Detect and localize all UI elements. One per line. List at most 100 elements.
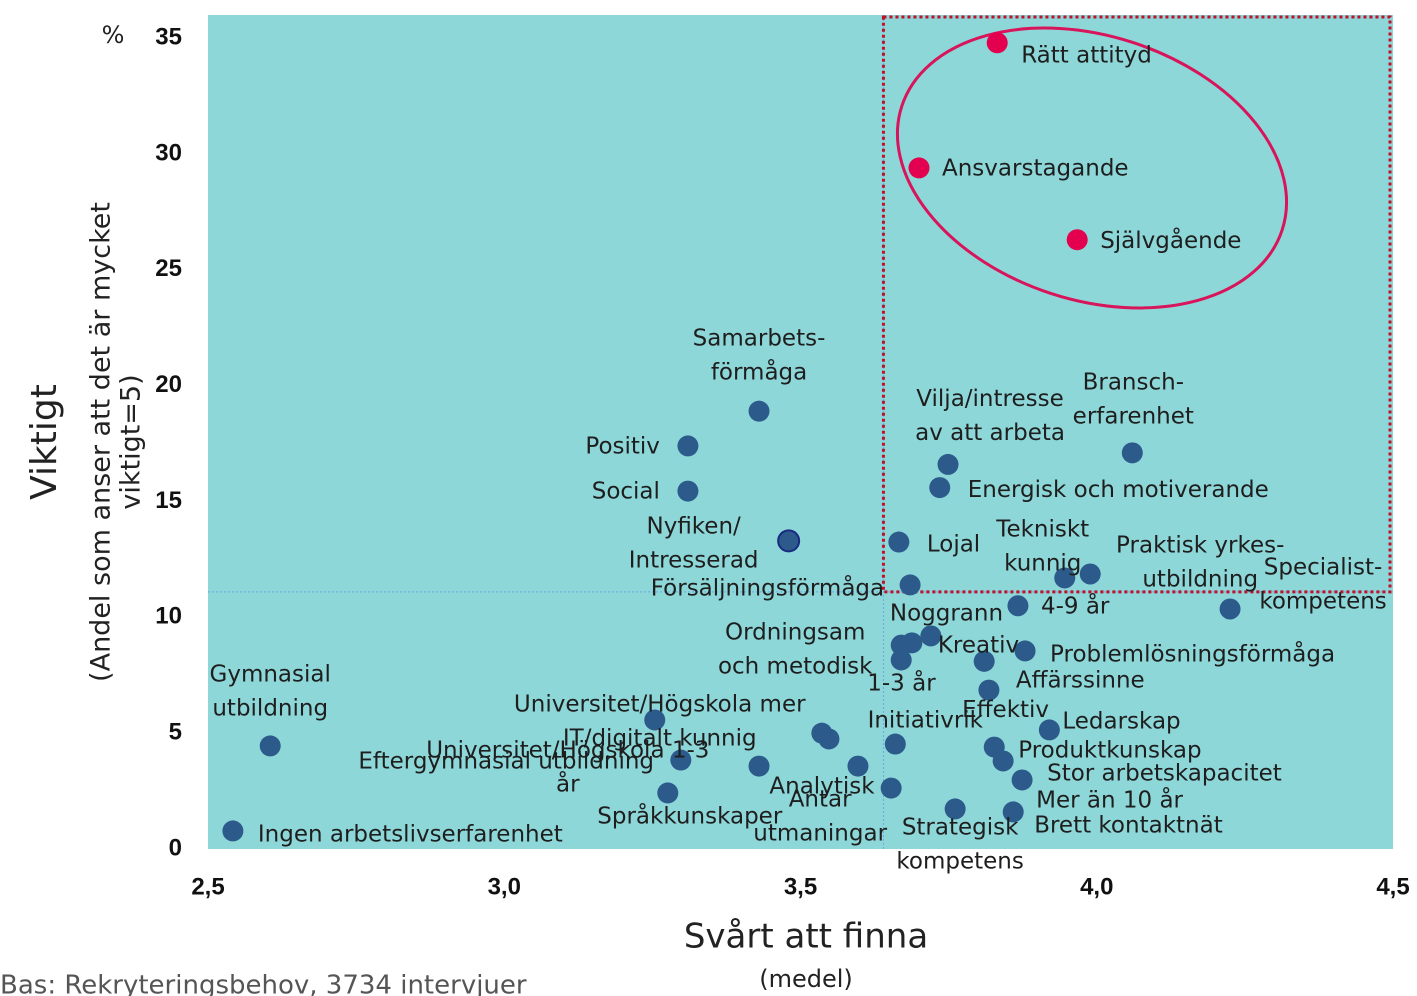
point-label: kompetens [896,848,1023,874]
data-point [657,782,679,804]
point-label: Språkkunskaper [597,801,783,829]
point-label: Social [592,479,660,505]
point-label: Ingen arbetslivserfarenhet [258,821,563,847]
y-tick-label: 25 [155,255,182,282]
point-label: Effektiv [962,697,1049,723]
point-label: Stor arbetskapacitet [1047,760,1282,786]
data-point [986,32,1008,54]
data-point [677,480,699,502]
data-point [1002,801,1024,823]
data-point [847,755,869,777]
y-subtitle: (Andel som anser att det är mycket [86,202,117,682]
point-label: 1-3 år [867,668,936,696]
data-point [908,157,930,179]
point-label: Gymnasial [210,661,331,687]
point-label: Lojal [927,532,980,558]
data-point [920,625,942,647]
point-label: Vilja/intresse [916,386,1063,412]
point-label: av att arbeta [915,420,1065,446]
point-label: Antar [789,787,852,813]
point-label: Ansvarstagande [942,155,1129,181]
x-subtitle: (medel) [759,965,853,993]
y-unit: % [102,21,125,49]
x-tick-label: 2,5 [191,873,224,900]
point-label: Kreativ [938,632,1019,658]
data-point [748,755,770,777]
y-tick-label: 15 [155,487,182,514]
point-label: Positiv [585,433,660,459]
point-label: kunnig [1004,550,1081,576]
data-point [973,650,995,672]
point-label: Samarbets- [693,326,826,352]
point-label: Mer än 10 år [1036,785,1183,813]
plot-area [208,15,1393,849]
point-label: Initiativrik [868,708,984,734]
data-point [777,529,801,553]
point-label: Praktisk yrkes- [1116,533,1284,559]
data-point [677,435,699,457]
point-label: Problemlösningsförmåga [1050,639,1335,667]
data-point [1066,229,1088,251]
x-tick-label: 3,0 [488,873,521,900]
y-tick-label: 10 [155,603,182,630]
point-label: och metodisk [718,654,873,680]
x-title: Svårt att finna [684,917,928,957]
point-label: Noggrann [890,600,1003,626]
point-label: Ordningsam [725,620,865,646]
x-tick-label: 3,5 [784,873,817,900]
data-point [884,733,906,755]
data-point [748,400,770,422]
point-label: Eftergymnasial utbildning [358,749,654,775]
point-label: utbildning [1142,567,1258,593]
highlight-ellipse [895,26,1289,310]
data-point [899,574,921,596]
point-label: Specialist- [1264,554,1383,580]
point-label: 4-9 år [1041,591,1110,619]
data-point [888,531,910,553]
highlight-box [881,15,1392,594]
point-label: kompetens [1259,588,1386,614]
point-label: Rätt attityd [1021,42,1152,68]
point-label: utbildning [212,695,328,721]
data-point [1011,769,1033,791]
data-point [1054,567,1076,589]
point-label: Nyfiken/ [647,513,742,539]
x-tick-label: 4,0 [1080,873,1113,900]
point-label: Bransch- [1083,369,1184,395]
data-point [1219,598,1241,620]
data-point [1121,442,1143,464]
data-point [670,749,692,771]
point-label: Universitet/Högskola mer [514,691,806,717]
point-label: Energisk och motiverande [968,477,1269,503]
point-label: Ledarskap [1062,708,1180,734]
point-label: Brett kontaktnät [1034,812,1223,838]
data-point [1007,595,1029,617]
data-point [992,750,1014,772]
point-label: förmåga [711,358,807,386]
data-point [1014,640,1036,662]
point-label: år [556,770,580,798]
data-point [937,453,959,475]
point-label: Strategisk [902,814,1019,840]
y-tick-label: 20 [155,371,182,398]
y-title: Viktigt [24,384,65,500]
point-label: Universitet/Högskola 1-3 [426,738,709,764]
x-tick-label: 4,5 [1376,873,1409,900]
data-point [890,634,912,656]
point-label: Produktkunskap [1018,738,1201,764]
data-point [978,679,1000,701]
data-point [222,820,244,842]
point-label: Försäljningsförmåga [651,573,884,601]
point-label: Analytisk [769,774,875,800]
data-point [644,709,666,731]
point-label: utmaningar [753,821,887,847]
data-point [944,798,966,820]
data-point [1079,563,1101,585]
point-label: Självgående [1100,226,1241,254]
data-point [929,477,951,499]
y-tick-label: 5 [169,719,182,746]
point-label: erfarenhet [1073,403,1194,429]
data-point [259,735,281,757]
